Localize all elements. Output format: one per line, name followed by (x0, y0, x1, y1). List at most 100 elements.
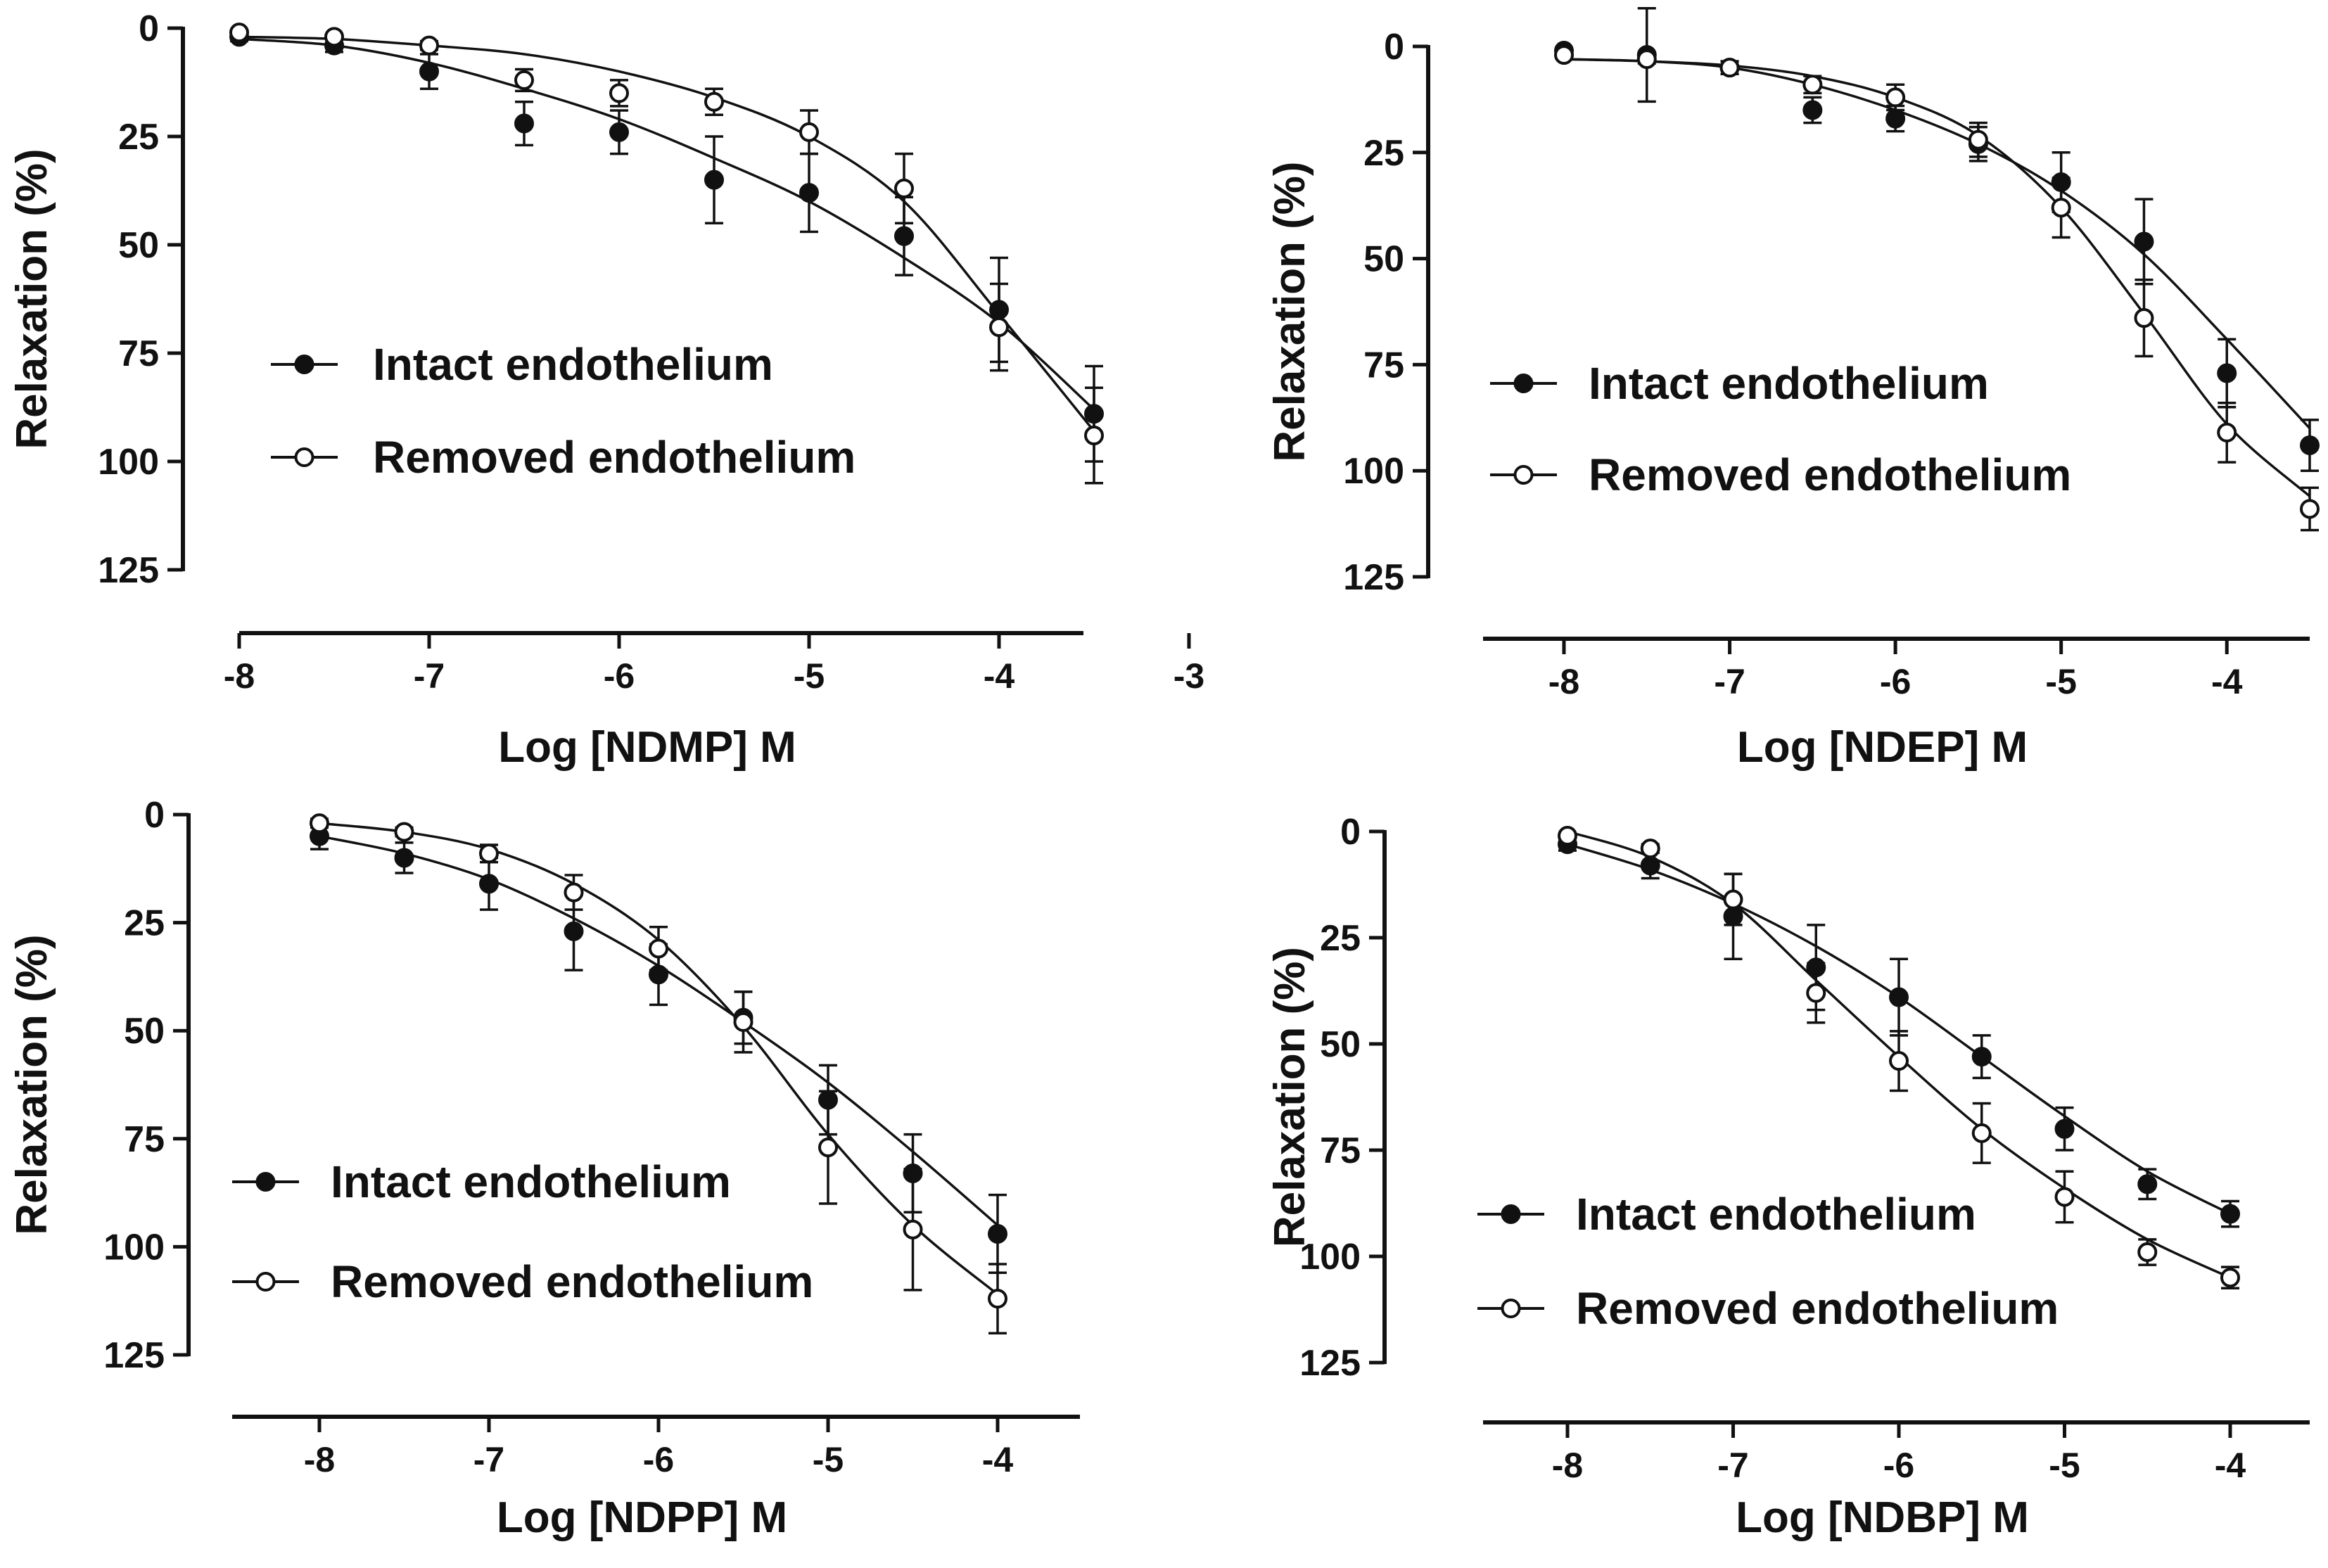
legend-label: Intact endothelium (1576, 1189, 1976, 1239)
data-point (1802, 75, 1823, 95)
y-tick-label: 75 (118, 333, 159, 374)
data-point (2054, 1187, 2075, 1207)
series-removed: Removed endothelium (1490, 45, 2320, 532)
y-tick-label: 75 (124, 1119, 165, 1160)
x-axis-label: Log [NDBP] M (1736, 1493, 2029, 1542)
data-point (2300, 499, 2320, 519)
chart-ndpp: 0 25 50 75 100 125 Relaxation (%) -8 -7 -6 -5 -4 Log… (8, 795, 1080, 1542)
data-point (799, 122, 819, 142)
legend-label: Removed endothelium (331, 1256, 813, 1307)
data-point (394, 848, 414, 868)
data-point (2300, 435, 2320, 456)
y-tick-label: 125 (1343, 557, 1404, 598)
data-point (1723, 889, 1743, 910)
y-tick-label: 100 (103, 1227, 165, 1268)
x-tick-label: -5 (794, 656, 825, 696)
fit-curve (238, 37, 1095, 411)
y-tick-label: 0 (139, 8, 159, 49)
x-tick-label: -6 (643, 1440, 674, 1479)
y-tick-label: 50 (1320, 1024, 1361, 1065)
data-point (1971, 1123, 1992, 1143)
data-point (2051, 198, 2071, 218)
y-tick-label: 50 (1363, 239, 1404, 280)
data-point (1968, 129, 1988, 150)
data-point (988, 1289, 1007, 1309)
y-tick-label: 0 (1340, 812, 1361, 853)
data-point (1084, 426, 1104, 446)
data-point (1806, 983, 1826, 1003)
series-intact: Intact endothelium (1490, 6, 2320, 472)
data-point (1889, 987, 1909, 1007)
x-tick-label: -7 (1714, 662, 1745, 701)
x-tick-label: -6 (604, 656, 635, 696)
fit-curve (319, 822, 999, 1296)
data-point (609, 122, 629, 142)
data-point (1802, 100, 1823, 120)
y-tick-label: 125 (98, 550, 159, 591)
data-point (1885, 108, 1906, 129)
fit-curve (238, 35, 1095, 432)
y-tick-label: 100 (1343, 451, 1404, 492)
data-point (894, 178, 914, 198)
series-removed: Removed endothelium (232, 813, 1007, 1335)
chart-ndbp: 0 25 50 75 100 125 Relaxation (%) -8 -7 -6 -5 -4 Log… (1266, 812, 2310, 1542)
series-removed: Removed endothelium (229, 23, 1104, 485)
data-point (2217, 363, 2237, 383)
data-point (1971, 1047, 1992, 1067)
data-point (419, 35, 439, 56)
fit-curve (1563, 58, 2311, 497)
x-tick-label: -5 (2045, 662, 2076, 701)
x-tick-label: -8 (1552, 1446, 1583, 1485)
data-point (2134, 231, 2154, 252)
data-point (2220, 1204, 2240, 1224)
x-tick-label: -4 (2215, 1446, 2246, 1485)
legend-marker (1501, 1299, 1521, 1318)
y-tick-label: 50 (124, 1011, 165, 1052)
x-tick-label: -8 (1548, 662, 1579, 701)
data-point (514, 70, 534, 90)
data-point (479, 874, 499, 894)
legend-label: Removed endothelium (373, 432, 855, 483)
y-tick-label: 25 (118, 117, 159, 158)
x-tick-label: -6 (1883, 1446, 1914, 1485)
x-tick-label: -4 (984, 656, 1015, 696)
data-point (2137, 1174, 2158, 1194)
data-point (564, 882, 584, 903)
x-tick-label: -6 (1880, 662, 1911, 701)
data-point (1885, 87, 1906, 108)
y-tick-label: 125 (103, 1335, 165, 1376)
y-tick-label: 25 (1320, 918, 1361, 959)
data-point (2134, 308, 2154, 329)
data-point (1636, 49, 1657, 70)
data-point (1640, 839, 1660, 859)
series-removed: Removed endothelium (1477, 826, 2240, 1334)
data-point (324, 27, 344, 47)
y-tick-label: 125 (1299, 1343, 1361, 1384)
x-tick-label: -8 (224, 656, 255, 696)
y-tick-label: 100 (1299, 1237, 1361, 1277)
x-tick-label: -7 (1717, 1446, 1748, 1485)
legend-label: Intact endothelium (331, 1156, 731, 1207)
data-point (733, 1012, 753, 1032)
data-point (649, 938, 668, 959)
data-point (609, 83, 629, 103)
data-point (818, 1137, 838, 1158)
series-intact: Intact endothelium (232, 822, 1007, 1275)
data-point (2220, 1268, 2240, 1288)
data-point (988, 1223, 1007, 1244)
y-tick-label: 50 (118, 225, 159, 266)
legend-marker (1501, 1204, 1521, 1224)
y-tick-label: 25 (124, 903, 165, 944)
data-point (2137, 1242, 2158, 1262)
data-point (1558, 826, 1577, 846)
data-point (1554, 45, 1574, 65)
data-point (704, 170, 724, 190)
y-axis-label: Relaxation (%) (8, 934, 56, 1235)
legend-marker (255, 1172, 276, 1192)
data-point (1719, 58, 1740, 78)
data-point (564, 921, 584, 941)
data-point (394, 822, 414, 842)
legend-label: Intact endothelium (373, 339, 773, 390)
y-tick-label: 75 (1363, 345, 1404, 385)
